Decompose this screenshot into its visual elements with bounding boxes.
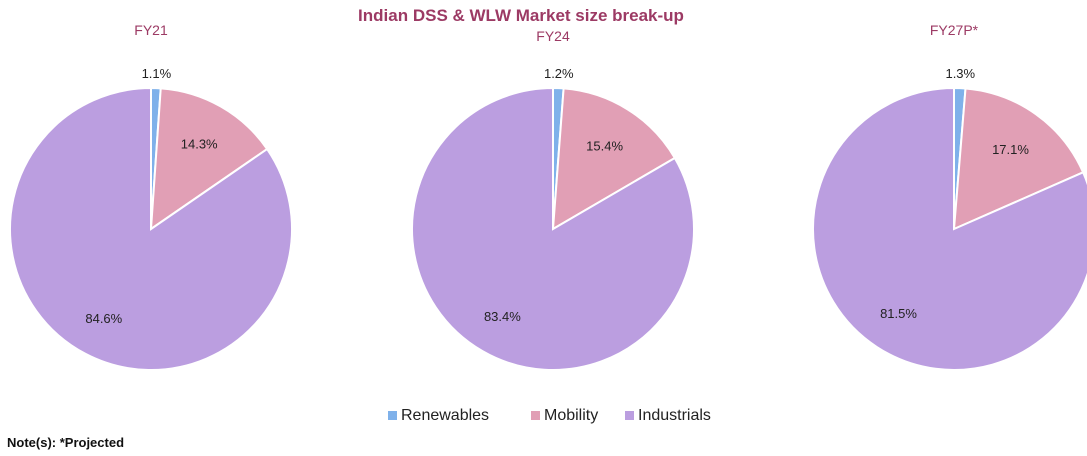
legend-label: Mobility — [544, 407, 598, 424]
legend: Renewables Mobility Industrials — [388, 407, 711, 424]
legend-item-mobility: Mobility — [531, 407, 598, 424]
legend-swatch — [531, 411, 540, 420]
pie-slice-mobility — [952, 87, 1085, 231]
footnote: Note(s): *Projected — [7, 435, 124, 450]
pie-slice-mobility — [551, 87, 677, 231]
pie-3: FY27P* 1.3% 17.1% 81.5% — [812, 22, 1087, 371]
pie-group: FY21 1.1% 14.3% 84.6% FY24 1.2% 15.4% 83.4% FY27… — [9, 22, 1087, 371]
slice-label-renewables: 1.3% — [945, 66, 975, 81]
pie-2: FY24 1.2% 15.4% 83.4% — [411, 28, 695, 371]
slice-label-renewables: 1.2% — [544, 66, 574, 81]
pie-slice-mobility — [149, 87, 269, 232]
pie-1: FY21 1.1% 14.3% 84.6% — [9, 22, 293, 371]
legend-swatch — [625, 411, 634, 420]
legend-swatch — [388, 411, 397, 420]
slice-label-mobility: 15.4% — [586, 139, 623, 154]
legend-label: Renewables — [401, 407, 489, 424]
legend-item-renewables: Renewables — [388, 407, 489, 424]
slice-label-mobility: 17.1% — [992, 142, 1029, 157]
pie-title: FY24 — [536, 28, 570, 44]
slice-label-industrials: 83.4% — [484, 309, 521, 324]
pie-title: FY21 — [134, 22, 168, 38]
pie-slice-industrials — [411, 86, 695, 371]
legend-label: Industrials — [638, 407, 711, 424]
slice-label-renewables: 1.1% — [142, 66, 172, 81]
slice-label-industrials: 84.6% — [85, 311, 122, 326]
pie-slice-industrials — [9, 86, 293, 371]
chart-title: Indian DSS & WLW Market size break-up — [358, 6, 684, 25]
legend-item-industrials: Industrials — [625, 407, 711, 424]
slice-label-mobility: 14.3% — [181, 137, 218, 152]
slice-label-industrials: 81.5% — [880, 306, 917, 321]
pie-title: FY27P* — [930, 22, 979, 38]
